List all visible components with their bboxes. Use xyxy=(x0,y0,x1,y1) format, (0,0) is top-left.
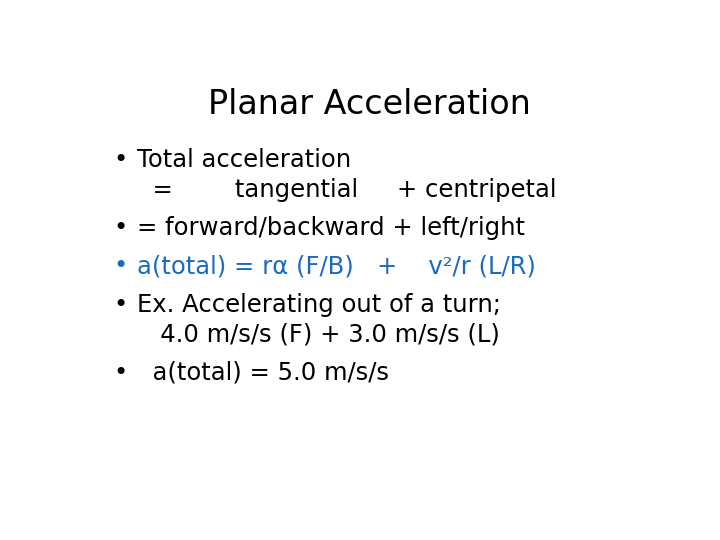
Text: •: • xyxy=(114,216,128,240)
Text: =        tangential     + centripetal: = tangential + centripetal xyxy=(138,178,557,202)
Text: Ex. Accelerating out of a turn;: Ex. Accelerating out of a turn; xyxy=(138,293,501,316)
Text: •: • xyxy=(114,361,128,385)
Text: a(total) = 5.0 m/s/s: a(total) = 5.0 m/s/s xyxy=(138,361,390,385)
Text: = forward/backward + left/right: = forward/backward + left/right xyxy=(138,216,526,240)
Text: 4.0 m/s/s (F) + 3.0 m/s/s (L): 4.0 m/s/s (F) + 3.0 m/s/s (L) xyxy=(138,322,500,347)
Text: •: • xyxy=(114,148,128,172)
Text: •: • xyxy=(114,254,128,279)
Text: a(total) = rα (F/B)   +    v²/r (L/R): a(total) = rα (F/B) + v²/r (L/R) xyxy=(138,254,536,279)
Text: •: • xyxy=(114,293,128,316)
Text: Total acceleration: Total acceleration xyxy=(138,148,351,172)
Text: Planar Acceleration: Planar Acceleration xyxy=(207,87,531,120)
